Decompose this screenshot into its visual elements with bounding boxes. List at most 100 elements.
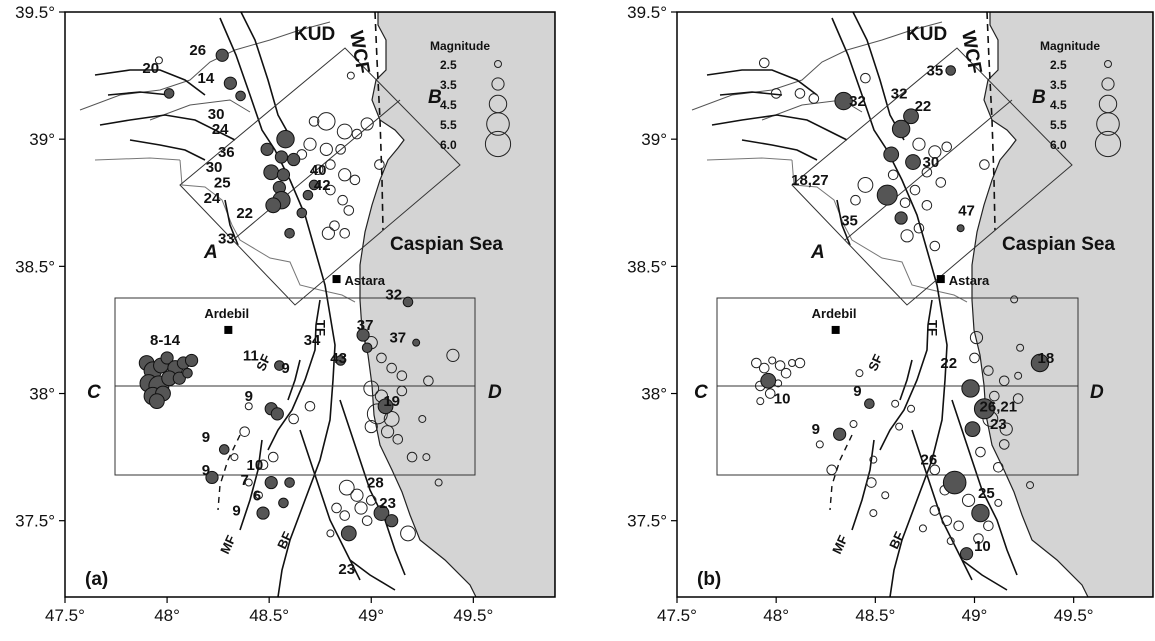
- earthquake-event-open: [365, 495, 377, 506]
- fault-label-mf: MF: [829, 533, 851, 556]
- earthquake-event-relocated: [760, 372, 777, 389]
- earthquake-event-open: [376, 352, 387, 364]
- earthquake-event-open: [815, 440, 824, 449]
- x-tick-label: 47.5°: [657, 606, 697, 625]
- depth-label: 36: [218, 144, 235, 161]
- earthquake-event-relocated: [959, 547, 974, 561]
- depth-label: 42: [314, 177, 331, 194]
- earthquake-event-open: [154, 56, 163, 65]
- earthquake-event-open: [899, 197, 911, 209]
- earthquake-event-open: [351, 128, 363, 140]
- earthquake-event-open: [308, 116, 320, 127]
- earthquake-event-relocated: [274, 360, 285, 371]
- caspian-sea: [359, 12, 555, 597]
- earthquake-event-relocated: [956, 224, 965, 233]
- profile-label-c: C: [87, 382, 101, 403]
- depth-label: 26: [189, 42, 206, 59]
- earthquake-event-open: [969, 352, 980, 364]
- legend-label: 4.5: [1050, 98, 1067, 112]
- legend-label: 6.0: [1050, 138, 1067, 152]
- depth-label: 24: [212, 121, 229, 138]
- earthquake-event-relocated: [973, 398, 995, 420]
- earthquake-event-open: [900, 229, 914, 243]
- event-layer: [138, 48, 460, 542]
- earthquake-event-open: [349, 174, 361, 186]
- earthquake-event-relocated: [373, 505, 390, 521]
- earthquake-event-open: [857, 177, 874, 193]
- earthquake-event-relocated: [903, 108, 919, 125]
- depth-label: 32: [891, 85, 908, 102]
- city-marker: [332, 275, 341, 284]
- earthquake-event-open: [774, 360, 786, 371]
- earthquake-event-open: [983, 365, 994, 376]
- earthquake-event-open: [758, 57, 770, 69]
- city-layer: Ardebil Astara: [812, 273, 990, 334]
- depth-label: 22: [236, 205, 253, 222]
- fault-lines: [706, 12, 1018, 597]
- earthquake-event-relocated: [864, 398, 875, 409]
- earthquake-event-relocated: [296, 207, 308, 219]
- fault-dashed: [374, 12, 384, 231]
- earthquake-event-open: [267, 451, 279, 463]
- earthquake-event-open: [770, 88, 782, 99]
- earthquake-event-open: [969, 330, 984, 345]
- profile-label-d: D: [1090, 382, 1104, 403]
- x-tick-label: 47.5°: [45, 606, 85, 625]
- fault-label-kud: KUD: [906, 24, 947, 45]
- y-tick-label: 38°: [29, 385, 55, 404]
- earthquake-event-open: [998, 375, 1010, 387]
- earthquake-event-open: [321, 226, 335, 240]
- depth-label: 34: [304, 332, 321, 349]
- earthquake-event-open: [1010, 295, 1019, 304]
- earthquake-event-relocated: [270, 407, 284, 421]
- earthquake-event-relocated: [412, 338, 421, 347]
- earthquake-event-open: [780, 367, 792, 379]
- earthquake-event-open: [244, 402, 253, 411]
- city-label: Astara: [345, 273, 386, 288]
- earthquake-event-relocated: [274, 150, 289, 164]
- axis-tick-layer: 47.5° 48° 48.5° 49° 49.5° 39.5° 39° 38.5° 38° 37.…: [15, 3, 1094, 625]
- earthquake-event-relocated: [172, 371, 186, 385]
- fault-lines: [94, 12, 406, 597]
- earthquake-event-open: [326, 529, 335, 538]
- earthquake-event-open: [374, 159, 385, 170]
- earthquake-event-open: [396, 385, 408, 397]
- city-label: Ardebil: [812, 306, 857, 321]
- earthquake-event-open: [434, 478, 443, 487]
- earthquake-event-open: [446, 348, 460, 362]
- legend-circle: [1101, 77, 1115, 91]
- earthquake-event-relocated: [385, 514, 399, 528]
- earthquake-event-relocated: [284, 227, 295, 239]
- earthquake-event-relocated: [361, 342, 373, 354]
- earthquake-event-relocated: [335, 355, 346, 366]
- earthquake-event-open: [317, 112, 336, 131]
- earthquake-event-open: [913, 222, 925, 234]
- map-frame: [64, 11, 556, 598]
- earthquake-event-relocated: [278, 497, 289, 509]
- earthquake-event-relocated: [302, 189, 314, 201]
- profile-line-ab: [844, 99, 1013, 241]
- country-border: [791, 159, 968, 303]
- city-label: Ardebil: [204, 306, 249, 321]
- legend-label: 3.5: [440, 78, 457, 92]
- fault-label-tf: TF: [313, 320, 328, 336]
- legend-label: 2.5: [1050, 58, 1067, 72]
- earthquake-event-open: [941, 515, 953, 526]
- profile-label-b: B: [428, 87, 442, 108]
- earthquake-event-open: [794, 88, 806, 99]
- earthquake-event-relocated: [876, 184, 898, 206]
- earthquake-event-open: [921, 200, 933, 211]
- earthquake-event-open: [364, 419, 378, 434]
- earthquake-event-open: [935, 177, 947, 188]
- earthquake-event-open: [304, 400, 316, 412]
- earthquake-event-open: [239, 426, 250, 437]
- caspian-sea: [971, 12, 1153, 597]
- x-tick-label: 49°: [962, 606, 988, 625]
- earthquake-event-open: [993, 461, 1004, 473]
- fault-label-bf: BF: [274, 529, 295, 551]
- earthquake-event-open: [921, 166, 933, 178]
- depth-label: 32: [385, 286, 402, 303]
- y-tick-label: 37.5°: [15, 512, 55, 531]
- coastline: [149, 99, 251, 121]
